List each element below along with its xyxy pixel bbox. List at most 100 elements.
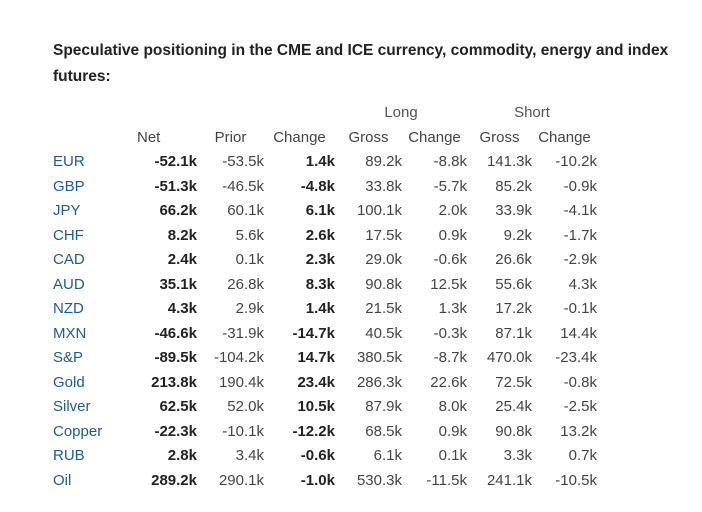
table-row: AUD 35.1k 26.8k 8.3k 90.8k 12.5k 55.6k 4.3k [48,272,597,297]
long-change-cell: 0.9k [438,422,467,440]
long-gross-cell: 33.8k [365,177,402,195]
net-cell: -51.3k [154,177,197,195]
change-cell: -4.8k [300,177,335,195]
long-gross-cell: 6.1k [373,447,402,465]
short-gross-cell: 72.5k [495,373,532,391]
prior-cell: -46.5k [222,177,264,195]
row-label: NZD [53,300,84,318]
long-change-cell: -8.7k [433,349,467,367]
short-change-cell: -0.9k [563,177,597,195]
long-gross-cell: 100.1k [356,202,402,220]
table-row: EUR -52.1k -53.5k 1.4k 89.2k -8.8k 141.3k -10.2… [48,150,597,175]
short-change-cell: -10.5k [555,471,597,489]
short-change-cell: -2.5k [563,398,597,416]
prior-cell: 60.1k [227,202,264,220]
short-gross-cell: 241.1k [486,471,532,489]
long-change-cell: 0.1k [438,447,467,465]
net-cell: -46.6k [154,324,197,342]
net-cell: -89.5k [154,349,197,367]
blank-header-cell [133,99,197,125]
table-row: S&P -89.5k -104.2k 14.7k 380.5k -8.7k 470.0k -2… [48,346,597,371]
long-change-cell: 0.9k [438,226,467,244]
short-change-cell: 0.7k [568,447,597,465]
positioning-table: Long Short Net Prior Change Gross Change… [48,99,597,493]
short-gross-cell: 9.2k [503,226,532,244]
prior-cell: -104.2k [213,349,264,367]
blank-header-cell [264,99,335,125]
net-cell: 213.8k [151,373,197,391]
long-gross-cell: 89.2k [365,153,402,171]
change-cell: -12.2k [292,422,335,440]
long-change-cell: -0.6k [433,251,467,269]
row-label: Gold [53,373,85,391]
short-gross-cell: 87.1k [495,324,532,342]
blank-header-cell [48,99,133,125]
table-row: CHF 8.2k 5.6k 2.6k 17.5k 0.9k 9.2k -1.7k [48,223,597,248]
table-row: RUB 2.8k 3.4k -0.6k 6.1k 0.1k 3.3k 0.7k [48,444,597,469]
net-cell: 2.8k [167,447,197,465]
long-gross-cell: 530.3k [356,471,402,489]
net-cell: 35.1k [159,275,197,293]
short-gross-cell: 55.6k [495,275,532,293]
long-change-cell: -11.5k [426,471,467,489]
table-row: Gold 213.8k 190.4k 23.4k 286.3k 22.6k 72.5k -0.… [48,370,597,395]
prior-cell: 290.1k [218,471,264,489]
short-change-cell: -0.8k [563,373,597,391]
short-gross-cell: 33.9k [495,202,532,220]
row-label: CHF [53,226,84,244]
prior-cell: 3.4k [235,447,264,465]
row-label: CAD [53,251,85,269]
long-change-cell: -8.8k [433,153,467,171]
long-gross-cell: 40.5k [365,324,402,342]
change-cell: 2.6k [305,226,335,244]
net-cell: 8.2k [167,226,197,244]
short-gross-cell: 3.3k [503,447,532,465]
net-cell: -22.3k [154,422,197,440]
short-change-cell: -2.9k [563,251,597,269]
long-gross-cell: 286.3k [356,373,402,391]
change-cell: 14.7k [297,349,335,367]
net-cell: 62.5k [159,398,197,416]
short-change-cell: -23.4k [555,349,597,367]
row-label: Silver [53,398,91,416]
prior-cell: 5.6k [235,226,264,244]
short-change-cell: -0.1k [563,300,597,318]
table-row: Silver 62.5k 52.0k 10.5k 87.9k 8.0k 25.4k -2.5k [48,395,597,420]
row-label: MXN [53,324,87,342]
short-gross-cell: 26.6k [495,251,532,269]
table-row: GBP -51.3k -46.5k -4.8k 33.8k -5.7k 85.2k -0.9k [48,174,597,199]
row-label: Copper [53,422,103,440]
prior-cell: 190.4k [218,373,264,391]
row-label: S&P [53,349,84,367]
long-gross-cell: 29.0k [365,251,402,269]
table-row: Copper -22.3k -10.1k -12.2k 68.5k 0.9k 90.8k 13… [48,419,597,444]
prior-cell: 52.0k [227,398,264,416]
prior-cell: 2.9k [235,300,264,318]
short-change-cell: -4.1k [563,202,597,220]
prior-header: Prior [214,128,247,146]
table-row: MXN -46.6k -31.9k -14.7k 40.5k -0.3k 87.1k 14.4… [48,321,597,346]
row-label: GBP [53,177,85,195]
long-gross-cell: 90.8k [365,275,402,293]
change-cell: 10.5k [297,398,335,416]
row-label: AUD [53,275,85,293]
prior-cell: -31.9k [222,324,264,342]
row-label: Oil [53,471,72,489]
short-gross-cell: 17.2k [495,300,532,318]
short-gross-cell: 85.2k [495,177,532,195]
change-cell: 1.4k [305,153,335,171]
change-cell: 8.3k [305,275,335,293]
short-change-cell: -10.2k [555,153,597,171]
long-change-cell: -0.3k [433,324,467,342]
long-gross-cell: 380.5k [356,349,402,367]
prior-cell: -10.1k [222,422,264,440]
short-gross-cell: 90.8k [495,422,532,440]
prior-cell: 0.1k [235,251,264,269]
net-cell: 289.2k [151,471,197,489]
net-cell: 66.2k [159,202,197,220]
long-gross-cell: 68.5k [365,422,402,440]
table-row: CAD 2.4k 0.1k 2.3k 29.0k -0.6k 26.6k -2.9k [48,248,597,273]
row-label: RUB [53,447,85,465]
long-change-cell: 22.6k [430,373,467,391]
long-gross-cell: 87.9k [365,398,402,416]
